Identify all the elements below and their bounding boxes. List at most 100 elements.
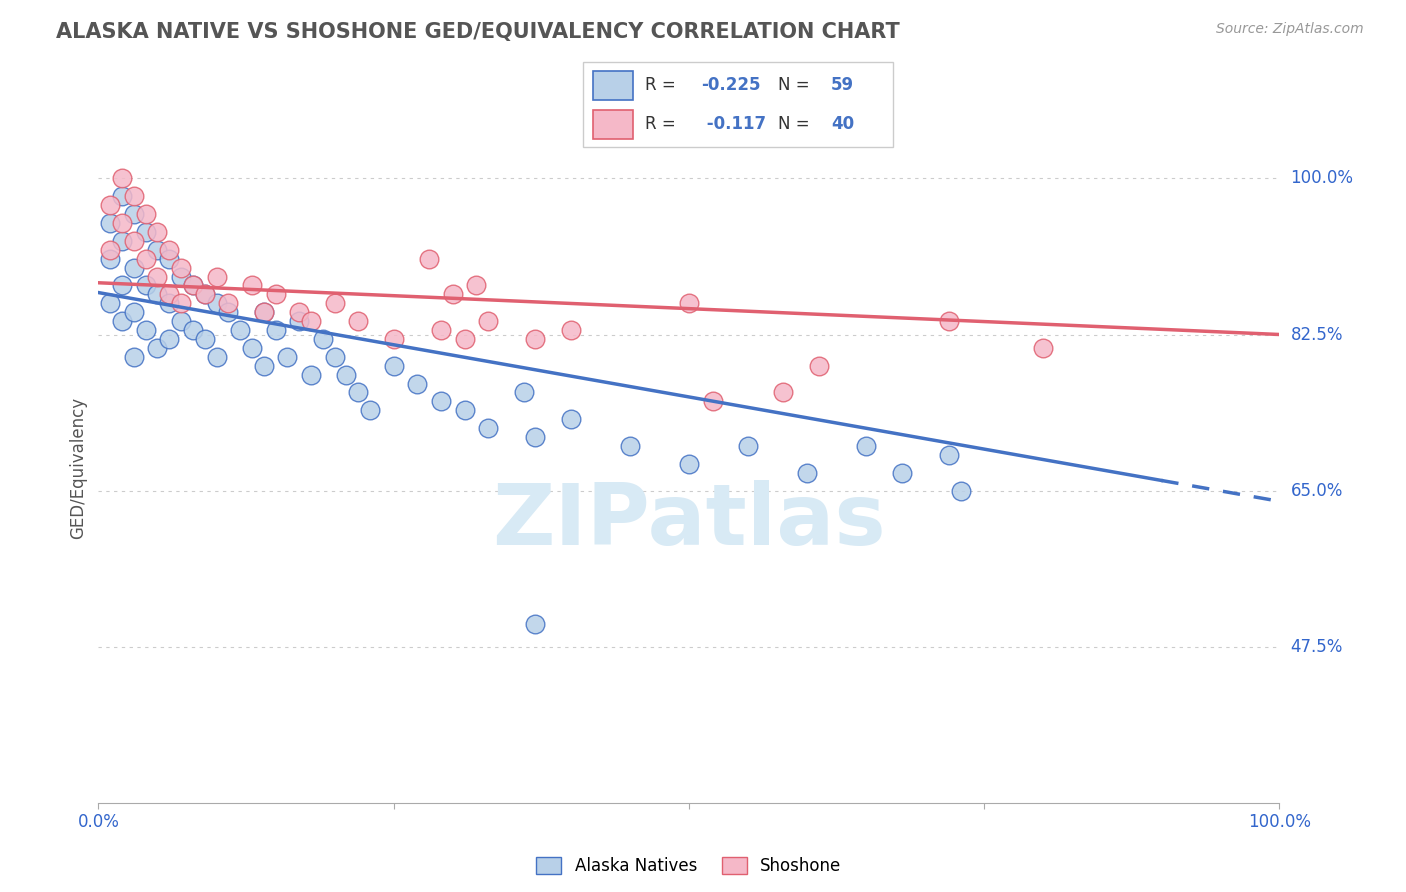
Point [111, 314, 134, 328]
Point [253, 305, 276, 319]
Point [181, 323, 204, 337]
Point [98, 252, 121, 266]
Point [122, 350, 145, 364]
Point [253, 305, 276, 319]
Point [382, 359, 405, 373]
Text: N =: N = [779, 77, 815, 95]
Y-axis label: GED/Equivalency: GED/Equivalency [69, 397, 87, 540]
FancyBboxPatch shape [583, 62, 893, 147]
Point [181, 278, 204, 293]
Point [524, 430, 547, 444]
FancyBboxPatch shape [593, 71, 633, 100]
Text: 47.5%: 47.5% [1291, 638, 1343, 656]
Point [122, 234, 145, 248]
Point [560, 323, 582, 337]
Legend: Alaska Natives, Shoshone: Alaska Natives, Shoshone [530, 850, 848, 881]
Point [323, 350, 346, 364]
Point [477, 421, 499, 435]
Point [157, 252, 180, 266]
Point [98, 216, 121, 230]
Text: 59: 59 [831, 77, 853, 95]
Point [98, 296, 121, 310]
Point [229, 323, 252, 337]
Point [240, 278, 263, 293]
Point [157, 287, 180, 301]
Point [205, 296, 228, 310]
Text: -0.225: -0.225 [702, 77, 761, 95]
Point [441, 287, 464, 301]
Point [194, 332, 217, 346]
Point [890, 466, 912, 480]
Point [312, 332, 335, 346]
Point [157, 332, 180, 346]
Text: 100.0%: 100.0% [1291, 169, 1354, 187]
Point [98, 198, 121, 212]
Point [111, 234, 134, 248]
Text: Source: ZipAtlas.com: Source: ZipAtlas.com [1216, 22, 1364, 37]
Point [347, 314, 370, 328]
Point [938, 314, 960, 328]
Point [702, 394, 724, 409]
Point [678, 457, 700, 471]
Point [418, 252, 440, 266]
Text: R =: R = [645, 77, 682, 95]
Point [264, 323, 287, 337]
Point [855, 439, 877, 453]
Point [1032, 341, 1054, 355]
Point [949, 483, 972, 498]
Point [465, 278, 488, 293]
Point [135, 323, 157, 337]
Point [111, 189, 134, 203]
Point [524, 617, 547, 632]
Point [170, 314, 193, 328]
Point [122, 260, 145, 275]
Point [453, 332, 475, 346]
Point [560, 412, 582, 426]
Point [796, 466, 818, 480]
Point [938, 448, 960, 462]
Point [772, 385, 794, 400]
Point [157, 296, 180, 310]
Text: 40: 40 [831, 115, 853, 133]
Point [477, 314, 499, 328]
Point [146, 269, 169, 284]
Point [135, 252, 157, 266]
Text: N =: N = [779, 115, 815, 133]
Point [146, 341, 169, 355]
Point [430, 394, 453, 409]
Point [299, 368, 322, 382]
Point [807, 359, 830, 373]
Point [335, 368, 357, 382]
Point [217, 305, 239, 319]
Point [170, 260, 193, 275]
Point [299, 314, 322, 328]
Point [430, 323, 453, 337]
Point [512, 385, 534, 400]
Point [737, 439, 759, 453]
Point [122, 189, 145, 203]
Point [194, 287, 217, 301]
Point [170, 269, 193, 284]
Point [524, 332, 547, 346]
Point [181, 278, 204, 293]
Point [122, 207, 145, 221]
Text: ALASKA NATIVE VS SHOSHONE GED/EQUIVALENCY CORRELATION CHART: ALASKA NATIVE VS SHOSHONE GED/EQUIVALENC… [56, 22, 900, 42]
Point [122, 305, 145, 319]
Point [194, 287, 217, 301]
Point [205, 350, 228, 364]
Point [98, 243, 121, 257]
Text: 82.5%: 82.5% [1291, 326, 1343, 343]
Point [619, 439, 641, 453]
Point [170, 296, 193, 310]
Point [135, 278, 157, 293]
Point [146, 243, 169, 257]
Point [264, 287, 287, 301]
Point [288, 305, 311, 319]
Text: ZIPatlas: ZIPatlas [492, 480, 886, 564]
Point [135, 225, 157, 239]
Point [253, 359, 276, 373]
Text: -0.117: -0.117 [702, 115, 766, 133]
Point [111, 216, 134, 230]
Point [111, 278, 134, 293]
Point [146, 225, 169, 239]
